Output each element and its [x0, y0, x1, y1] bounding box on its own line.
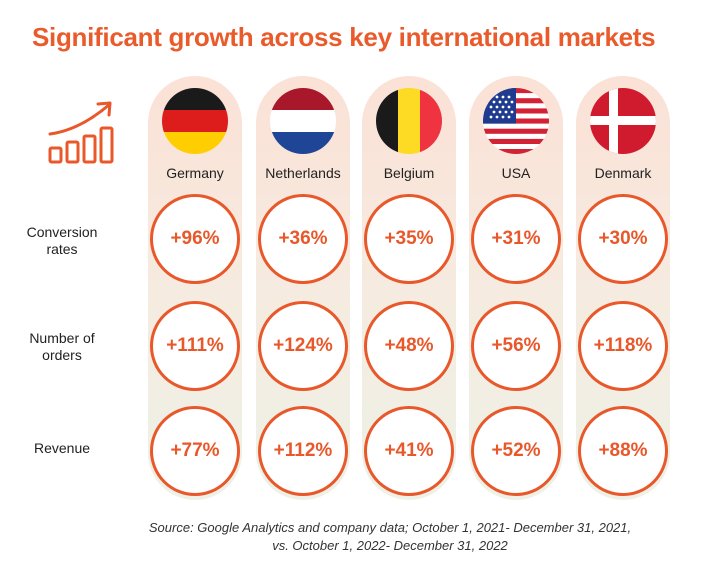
growth-chart-icon	[48, 101, 114, 164]
row-label-orders: Number of orders	[29, 330, 95, 363]
conversion-rate-value: +96%	[150, 194, 240, 284]
orders-value: +48%	[364, 301, 454, 391]
market-column-usa: USA +31% +56% +52%	[469, 76, 563, 500]
orders-value: +118%	[578, 301, 668, 391]
conversion-rate-value: +30%	[578, 194, 668, 284]
orders-value: +111%	[150, 301, 240, 391]
revenue-value: +112%	[258, 406, 348, 496]
market-column-denmark: Denmark +30% +118% +88%	[576, 76, 670, 500]
conversion-rate-value: +31%	[471, 194, 561, 284]
country-name: Netherlands	[265, 165, 341, 181]
country-name: Belgium	[383, 165, 435, 181]
market-column-netherlands: Netherlands +36% +124% +112%	[256, 76, 350, 500]
germany-flag-icon	[162, 88, 228, 154]
orders-value: +56%	[471, 301, 561, 391]
belgium-flag-icon	[376, 88, 442, 154]
market-column-belgium: Belgium +35% +48% +41%	[362, 76, 456, 500]
country-name: Denmark	[594, 165, 652, 181]
page-title: Significant growth across key internatio…	[32, 22, 656, 52]
revenue-value: +41%	[364, 406, 454, 496]
conversion-rate-value: +35%	[364, 194, 454, 284]
revenue-value: +52%	[471, 406, 561, 496]
revenue-value: +88%	[578, 406, 668, 496]
row-label-conversion: Conversion rates	[26, 224, 98, 257]
country-name: USA	[501, 165, 531, 181]
netherlands-flag-icon	[270, 88, 336, 154]
country-name: Germany	[166, 165, 224, 181]
row-label-revenue: Revenue	[33, 440, 91, 456]
conversion-rate-value: +36%	[258, 194, 348, 284]
orders-value: +124%	[258, 301, 348, 391]
source-note: Source: Google Analytics and company dat…	[148, 520, 632, 553]
usa-flag-icon	[483, 88, 549, 154]
revenue-value: +77%	[150, 406, 240, 496]
market-column-germany: Germany +96% +111% +77%	[148, 76, 242, 500]
denmark-flag-icon	[590, 88, 656, 154]
